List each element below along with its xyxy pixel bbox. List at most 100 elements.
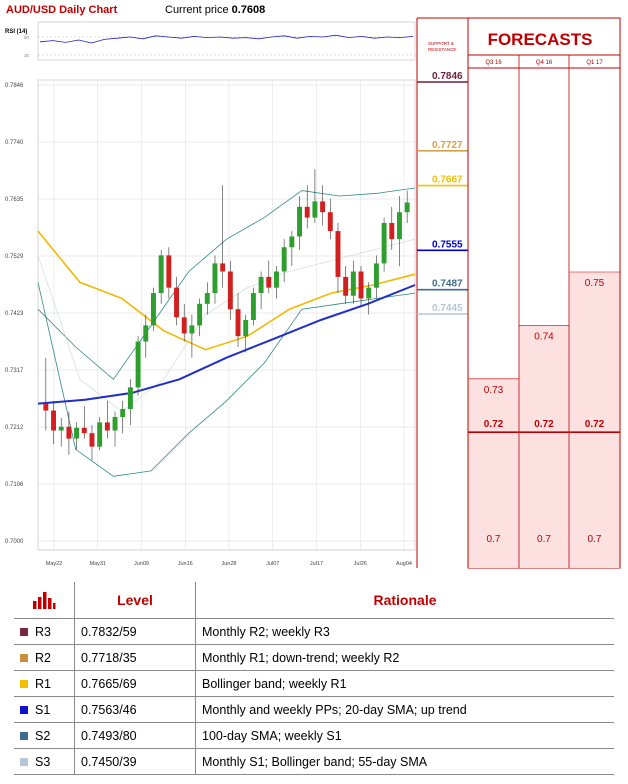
sr-level-label: 0.7846: [432, 71, 463, 82]
level-color-swatch: [20, 654, 28, 663]
y-tick-label: 0.7423: [5, 311, 24, 317]
candle-down: [343, 276, 349, 296]
candle-up: [366, 287, 372, 299]
table-row: R3 0.7832/59 Monthly R2; weekly R3: [14, 618, 614, 645]
row-rationale: Monthly R2; weekly R3: [195, 618, 614, 645]
forecast-value-label: 0.73: [484, 385, 504, 396]
candle-up: [297, 206, 302, 237]
y-tick-label: 0.7212: [5, 425, 24, 431]
current-price-value: 0.7608: [231, 4, 266, 16]
current-price: Current price 0.7608: [165, 4, 265, 16]
candle-down: [220, 263, 226, 272]
candle-up: [274, 271, 279, 288]
y-tick-label: 0.7635: [5, 197, 24, 203]
level-color-swatch: [20, 758, 28, 767]
x-tick-label: Jul07: [266, 561, 279, 567]
candle-up: [74, 427, 80, 439]
table-icon-cell: [14, 582, 75, 619]
candle-up: [381, 222, 387, 264]
candle-up: [312, 201, 318, 218]
x-tick-labels: May22 May31 Jun09 Jun16 Jun28 Jul07 Jul17 Jul26…: [46, 561, 412, 567]
row-rationale: Monthly R1; down-trend; weekly R2: [195, 644, 614, 671]
candle-up: [143, 325, 149, 342]
candle-down: [320, 201, 326, 213]
x-tick-label: May22: [46, 561, 63, 567]
forecast-ref-label: 0.7: [537, 534, 551, 545]
candle-up: [243, 320, 249, 337]
sr-levels: 0.7846 0.7727 0.7667 0.7555 0.7487 0.7445: [417, 71, 468, 315]
rsi-line: [39, 34, 414, 44]
row-name: S1: [35, 702, 51, 717]
candle-up: [158, 255, 164, 294]
forecasts-title: FORECASTS: [488, 30, 593, 49]
sr-level-label: 0.7727: [432, 140, 463, 151]
x-tick-label: Jun09: [134, 561, 149, 567]
forecast-bar: [468, 378, 519, 568]
support-resistance-panel: SUPPORT & RESISTANCE 0.78460.77270.76670…: [416, 17, 469, 568]
table-row: S3 0.7450/39 Monthly S1; Bollinger band; 5…: [14, 748, 614, 775]
x-tick-label: May31: [89, 561, 106, 567]
forecast-ref-label: 0.7: [487, 534, 501, 545]
row-level: 0.7665/69: [74, 670, 196, 697]
sr-level-label: 0.7555: [432, 239, 463, 250]
candle-up: [58, 426, 64, 431]
candle-up: [404, 202, 410, 213]
forecast-category-label: Q3 16: [485, 60, 502, 66]
row-name: S2: [35, 728, 51, 743]
y-tick-label: 0.7000: [5, 539, 24, 545]
chart-area: RSI (14) 50 30 0.78460.77400.76350.75290…: [5, 17, 621, 569]
candle-down: [335, 231, 341, 277]
forecasts-panel: FORECASTS Q3 16 0.73 0.72 0.7 Q4 16 0.74 0.72 0…: [467, 17, 621, 569]
candle-down: [304, 206, 310, 218]
x-gridlines: [53, 80, 405, 550]
level-color-swatch: [20, 680, 28, 689]
forecast-bar: [519, 325, 569, 568]
x-tick-label: Jul26: [354, 561, 367, 567]
x-tick-label: Aug04: [396, 561, 412, 567]
col-level-header: Level: [74, 582, 196, 619]
sr-level-label: 0.7487: [432, 279, 463, 290]
candle-down: [358, 271, 364, 299]
rsi-title: RSI (14): [5, 29, 27, 35]
candle-down: [389, 222, 395, 240]
y-tick-label: 0.7740: [5, 140, 24, 146]
sr-header-line1: SUPPORT &: [428, 41, 454, 46]
levels-table: Level Rationale R3 0.7832/59 Monthly R2; w…: [14, 582, 614, 775]
chart-title: AUD/USD Daily Chart: [6, 4, 118, 16]
candle-up: [112, 417, 118, 431]
table-row: R1 0.7665/69 Bollinger band; weekly R1: [14, 670, 614, 697]
row-rationale: Bollinger band; weekly R1: [195, 670, 614, 697]
x-tick-label: Jun28: [222, 561, 237, 567]
candle-down: [89, 433, 95, 447]
x-tick-label: Jun16: [178, 561, 193, 567]
current-price-label: Current price: [165, 4, 229, 16]
forecast-bars: Q3 16 0.73 0.72 0.7 Q4 16 0.74 0.72 0.7 Q1 17 0.7…: [468, 60, 620, 568]
y-tick-label: 0.7317: [5, 368, 24, 374]
row-rationale: 100-day SMA; weekly S1: [195, 722, 614, 749]
candle-up: [127, 387, 133, 409]
candle-up: [350, 271, 356, 296]
candle-up: [120, 408, 126, 418]
row-name: R1: [35, 676, 51, 691]
row-name: S3: [35, 754, 51, 769]
row-level: 0.7563/46: [74, 696, 196, 723]
col-rationale-header: Rationale: [195, 582, 614, 619]
candle-up: [97, 422, 103, 447]
candle-up: [151, 293, 156, 326]
rsi-tick-30: 30: [24, 53, 30, 58]
candle-down: [166, 255, 172, 288]
candle-up: [250, 293, 256, 321]
row-rationale: Monthly and weekly PPs; 20-day SMA; up t…: [195, 696, 614, 723]
forecast-value-label: 0.74: [534, 331, 554, 342]
table-row: R2 0.7718/35 Monthly R1; down-trend; weekl…: [14, 644, 614, 671]
row-level: 0.7718/35: [74, 644, 196, 671]
rsi-tick-50: 50: [24, 35, 30, 40]
forecast-bar: [569, 272, 620, 568]
candle-down: [266, 276, 272, 288]
forecast-category-label: Q4 16: [536, 60, 553, 66]
candle-down: [104, 422, 110, 431]
candle-up: [397, 212, 402, 240]
price-panel: 0.7846 0.7740 0.7635 0.7529 0.7423 0.7317 0.72…: [5, 79, 416, 567]
candle-up: [135, 341, 141, 388]
forecast-ref-label: 0.72: [585, 419, 605, 430]
